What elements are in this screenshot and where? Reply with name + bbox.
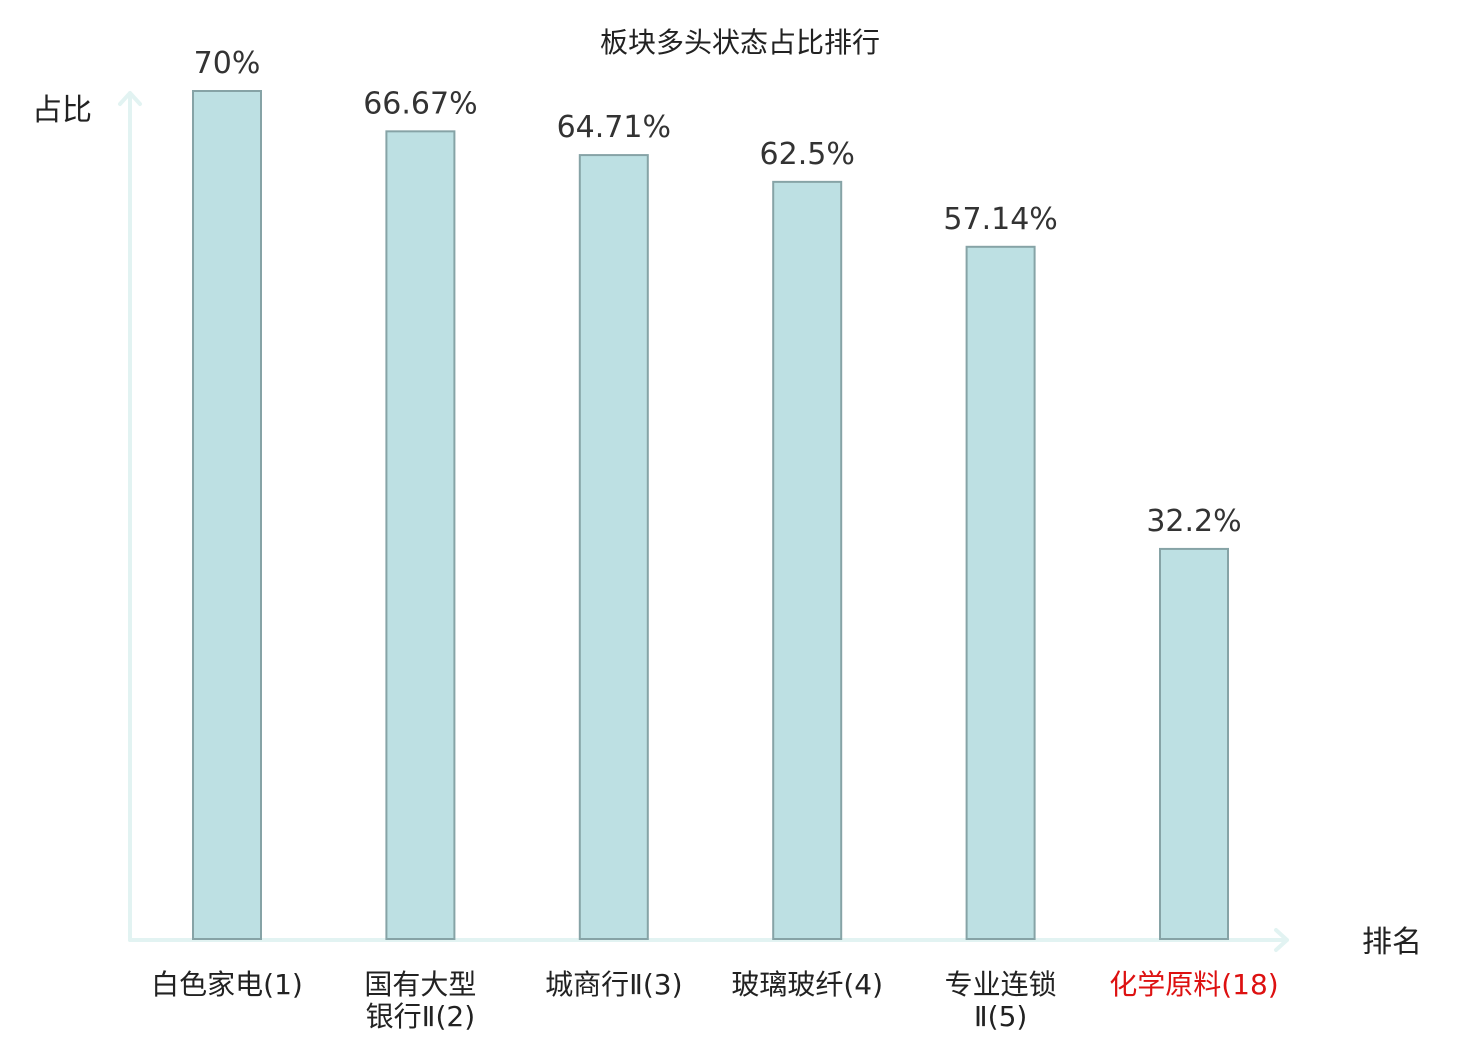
bar	[192, 90, 262, 940]
bars-group	[192, 90, 1229, 941]
category-label-line: Ⅱ(5)	[974, 1000, 1027, 1033]
category-label-line: 专业连锁	[945, 968, 1057, 1001]
bar-value-label: 70%	[194, 46, 261, 81]
category-label: 白色家电(1)	[151, 968, 303, 1001]
bar	[1159, 547, 1229, 940]
category-label-line: 银行Ⅱ(2)	[366, 1000, 475, 1033]
bar	[965, 245, 1036, 940]
category-label: 化学原料(18)	[1109, 968, 1278, 1001]
x-axis-label: 排名	[1362, 925, 1422, 960]
y-axis	[118, 91, 142, 942]
category-label: 玻璃玻纤(4)	[731, 968, 883, 1001]
category-label-line: 城商行Ⅱ(3)	[545, 968, 682, 1001]
category-label-line: 国有大型	[364, 968, 476, 1001]
x-axis	[128, 928, 1289, 952]
category-label-line: 玻璃玻纤(4)	[731, 968, 883, 1001]
bar-value-label: 32.2%	[1146, 504, 1241, 539]
bar	[578, 154, 649, 940]
chart-title: 板块多头状态占比排行	[600, 26, 880, 59]
category-label-line: 白色家电(1)	[151, 968, 303, 1001]
category-label-line: 化学原料(18)	[1109, 968, 1278, 1001]
category-labels-group: 白色家电(1) 国有大型银行Ⅱ(2) 城商行Ⅱ(3) 玻璃玻纤(4) 专业连锁 Ⅱ(5) 化…	[151, 968, 1279, 1033]
category-label: 国有大型银行Ⅱ(2)	[364, 968, 476, 1033]
category-label: 专业连锁 Ⅱ(5)	[945, 968, 1057, 1033]
bar-value-label: 57.14%	[943, 202, 1057, 237]
category-label: 城商行Ⅱ(3)	[545, 968, 682, 1001]
value-labels-group: 70% 66.67% 64.71% 62.5% 57.14% 32.2%	[194, 46, 1242, 539]
bar	[385, 130, 456, 940]
bar-value-label: 64.71%	[557, 110, 671, 145]
y-axis-label: 占比	[32, 93, 92, 128]
bar-value-label: 66.67%	[363, 86, 477, 121]
bar-value-label: 62.5%	[760, 137, 855, 172]
bar	[772, 180, 843, 941]
